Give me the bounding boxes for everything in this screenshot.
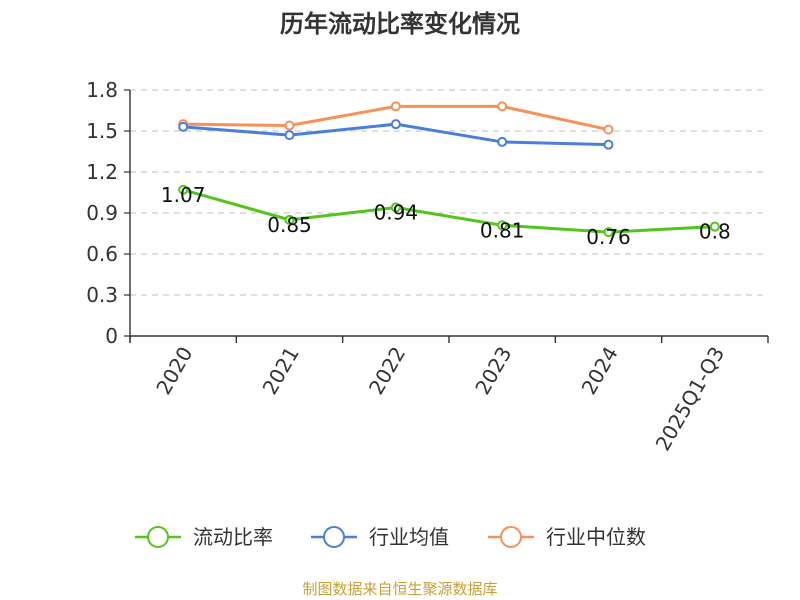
- legend-label: 行业均值: [369, 525, 449, 549]
- x-tick-label: 2023: [470, 343, 516, 399]
- legend: 流动比率 行业均值 行业中位数: [135, 525, 646, 549]
- data-label: 0.76: [586, 225, 631, 249]
- x-tick-label: 2025Q1-Q3: [650, 343, 729, 455]
- series-layer: [178, 101, 720, 238]
- series-line-0: [182, 188, 715, 234]
- source-note: 制图数据来自恒生聚源数据库: [302, 580, 497, 598]
- chart-title: 历年流动比率变化情况: [280, 10, 520, 38]
- y-tick-label: 0.9: [86, 201, 118, 225]
- data-point: [284, 214, 295, 225]
- x-tick-label: 2021: [258, 343, 304, 399]
- data-point: [178, 121, 189, 132]
- data-label-layer: 1.07 0.85 0.94 0.81 0.76 0.8: [161, 183, 731, 249]
- data-point: [709, 221, 720, 232]
- data-point: [390, 119, 401, 130]
- grid-layer: [130, 89, 768, 296]
- y-tick-label: 1.8: [86, 78, 118, 102]
- legend-item-0[interactable]: 流动比率: [135, 525, 273, 549]
- y-tick-label: 0: [105, 324, 118, 348]
- data-point: [178, 184, 189, 195]
- y-tick-label: 1.5: [86, 119, 118, 143]
- data-label: 0.8: [699, 220, 731, 244]
- x-tick-label: 2024: [577, 343, 623, 399]
- data-point: [390, 202, 401, 213]
- data-label: 0.81: [480, 218, 525, 242]
- data-point: [284, 120, 295, 131]
- data-point: [603, 139, 614, 150]
- data-label: 0.94: [374, 201, 419, 225]
- data-label: 1.07: [161, 183, 206, 207]
- legend-label: 行业中位数: [546, 525, 646, 549]
- legend-item-1[interactable]: 行业均值: [311, 525, 449, 549]
- legend-label: 流动比率: [193, 525, 273, 549]
- legend-marker-icon: [323, 526, 345, 548]
- data-label: 0.85: [267, 213, 312, 237]
- legend-marker-icon: [500, 526, 522, 548]
- axis-layer: 0 0.3 0.6 0.9 1.2 1.5 1.8 2020 2021 2022 2023 2024 2…: [86, 78, 769, 455]
- x-tick-label: 2022: [364, 343, 410, 399]
- data-point: [390, 101, 401, 112]
- data-point: [497, 101, 508, 112]
- y-tick-label: 1.2: [86, 160, 118, 184]
- data-point: [497, 220, 508, 231]
- y-tick-label: 0.6: [86, 242, 118, 266]
- data-point: [497, 136, 508, 147]
- data-point: [284, 130, 295, 141]
- legend-item-2[interactable]: 行业中位数: [488, 525, 646, 549]
- legend-marker-icon: [147, 526, 169, 548]
- y-tick-label: 0.3: [86, 283, 118, 307]
- data-point: [603, 124, 614, 135]
- x-tick-label: 2020: [151, 343, 197, 399]
- data-point: [603, 227, 614, 238]
